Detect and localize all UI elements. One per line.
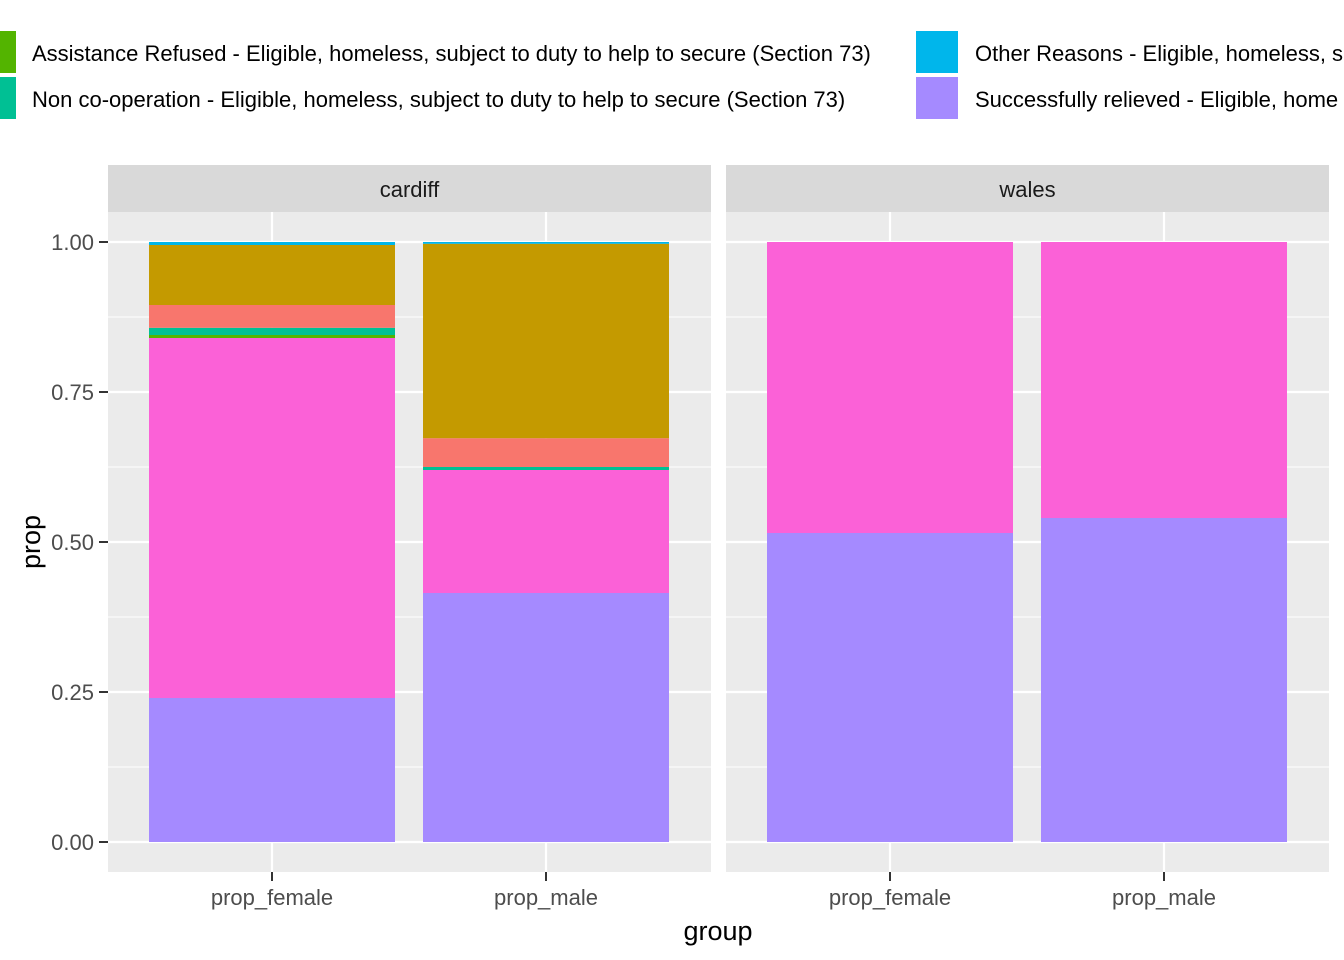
y-tick-label: 0.50	[51, 530, 94, 555]
x-tick-label: prop_female	[829, 885, 951, 910]
legend-label-successfully-relieved: Successfully relieved - Eligible, home	[975, 87, 1339, 112]
legend-label-other-reasons: Other Reasons - Eligible, homeless, s	[975, 41, 1344, 66]
x-tick-label: prop_female	[211, 885, 333, 910]
y-tick-label: 1.00	[51, 230, 94, 255]
x-tick-label: prop_male	[494, 885, 598, 910]
y-tick-label: 0.00	[51, 830, 94, 855]
facet-strip-label: cardiff	[380, 177, 440, 202]
legend-key-successfully-relieved	[916, 77, 958, 119]
bar-segment	[767, 242, 1013, 533]
bar-segment	[423, 593, 669, 842]
bar-segment	[423, 470, 669, 593]
bar-segment	[149, 698, 395, 842]
bar-segment	[423, 438, 669, 467]
bar-segment	[423, 243, 669, 439]
x-axis-title: group	[683, 916, 752, 946]
facet-strip	[108, 165, 711, 212]
bar-segment	[149, 305, 395, 328]
x-tick-label: prop_male	[1112, 885, 1216, 910]
legend-key-non-cooperation	[0, 77, 16, 119]
bar-segment	[149, 335, 395, 338]
bar-segment	[149, 338, 395, 698]
legend-key-assistance-refused	[0, 31, 16, 73]
legend-key-other-reasons	[916, 31, 958, 73]
y-tick-label: 0.25	[51, 680, 94, 705]
bar-segment	[149, 327, 395, 335]
legend-label-assistance-refused: Assistance Refused - Eligible, homeless,…	[32, 41, 871, 66]
bar-segment	[423, 467, 669, 470]
bar-segment	[423, 242, 669, 244]
y-axis-title: prop	[16, 515, 46, 569]
legend-label-non-cooperation: Non co-operation - Eligible, homeless, s…	[32, 87, 846, 112]
bar-segment	[149, 242, 395, 245]
y-tick-label: 0.75	[51, 380, 94, 405]
facet-panel-wales: wales	[726, 165, 1329, 872]
bar-segment	[149, 245, 395, 305]
bar-segment	[1041, 242, 1287, 518]
facet-panel-cardiff: cardiff	[108, 165, 711, 872]
facet-strip-label: wales	[998, 177, 1055, 202]
facet-strip	[726, 165, 1329, 212]
bar-segment	[1041, 518, 1287, 842]
bar-segment	[767, 533, 1013, 842]
